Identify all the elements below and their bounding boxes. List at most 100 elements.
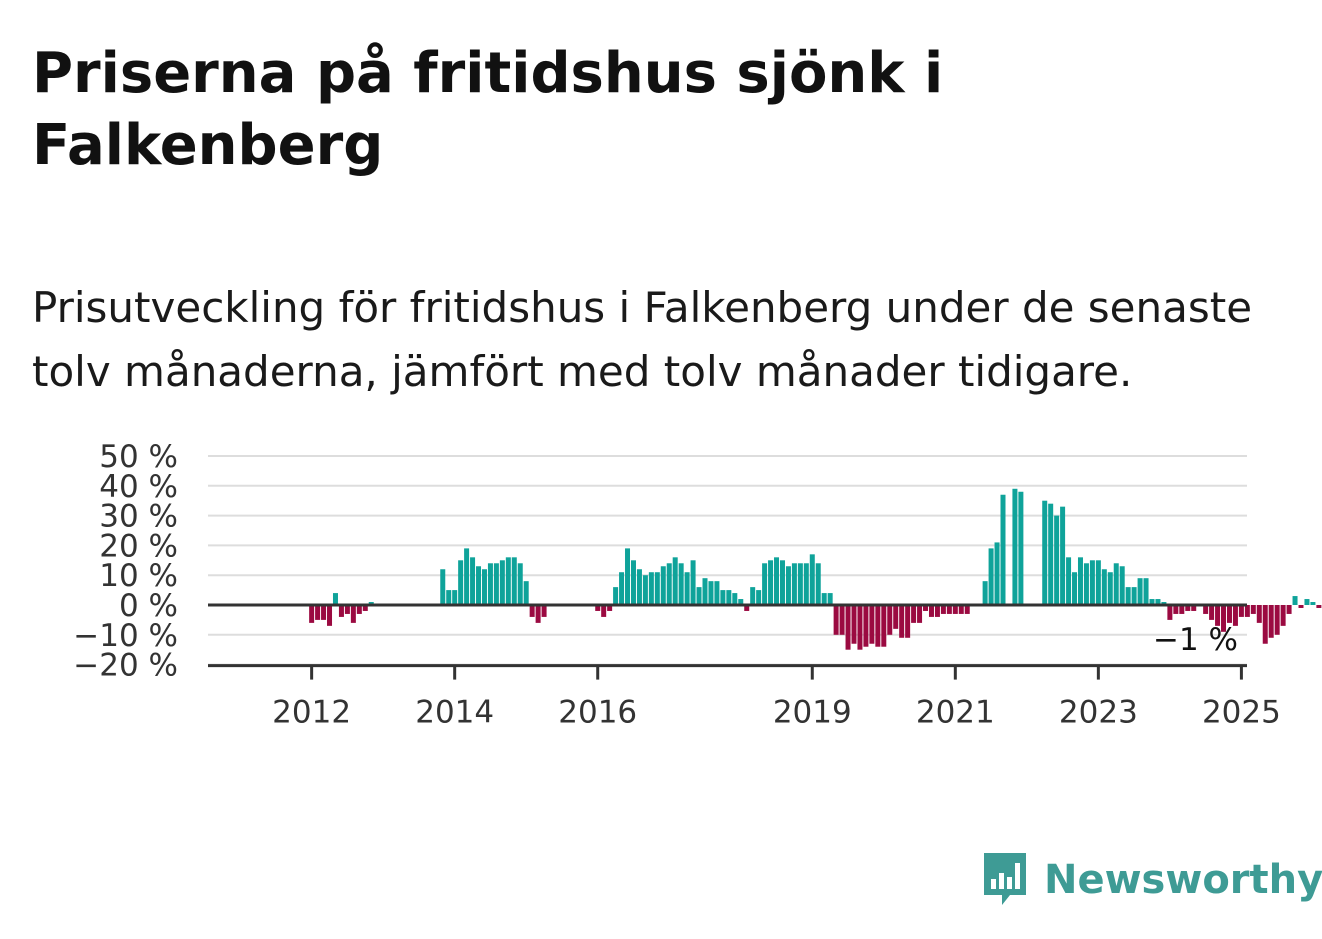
data-bar (642, 575, 648, 605)
data-bar (791, 563, 797, 605)
data-bar (452, 590, 458, 605)
data-bar (535, 605, 541, 623)
data-bar (702, 578, 708, 605)
data-bar (762, 563, 768, 605)
data-bar (1232, 605, 1238, 626)
data-bar (738, 599, 744, 605)
axes (208, 603, 1247, 680)
y-tick-label: 20 % (99, 528, 178, 564)
data-bar (517, 563, 523, 605)
data-bar (708, 581, 714, 605)
data-bar (362, 605, 368, 611)
data-bar (869, 605, 875, 644)
tick-labels: 50 %40 %30 %20 %10 %0 %−10 %−20 % 2012 201… (73, 439, 1281, 731)
data-bar (720, 590, 726, 605)
data-bar (875, 605, 881, 647)
data-bar (1125, 587, 1131, 605)
data-bar (1113, 563, 1119, 605)
data-bar (768, 560, 774, 605)
data-bar (672, 557, 678, 605)
data-bar (309, 605, 315, 623)
data-bar (1310, 602, 1316, 605)
x-tick-label: 2023 (1059, 695, 1138, 731)
data-bar (744, 605, 750, 611)
data-bar (493, 563, 499, 605)
data-bar (1274, 605, 1280, 635)
data-bar (1077, 557, 1083, 605)
bar-chart: 50 %40 %30 %20 %10 %0 %−10 %−20 % 2012 201… (73, 439, 1322, 731)
chart-subtitle: Prisutveckling för fritidshus i Falkenbe… (32, 283, 1253, 396)
data-bar (499, 560, 505, 605)
data-bar (505, 557, 511, 605)
data-bar (1095, 560, 1101, 605)
data-bar (1268, 605, 1274, 638)
data-bar (666, 563, 672, 605)
data-bar (732, 593, 738, 605)
data-bar (338, 605, 344, 617)
data-bar (1060, 506, 1066, 605)
data-bar (1238, 605, 1244, 617)
data-bar (1131, 587, 1137, 605)
data-bar (809, 554, 815, 605)
data-bar (946, 605, 952, 614)
data-bar (1072, 572, 1078, 605)
data-bar (1048, 503, 1054, 605)
data-bar (315, 605, 321, 620)
data-bar (1149, 599, 1155, 605)
data-bar (994, 542, 1000, 605)
data-bar (440, 569, 446, 605)
x-tick-label: 2014 (415, 695, 494, 731)
x-tick-label: 2012 (272, 695, 351, 731)
data-bar (1137, 578, 1143, 605)
data-bar (1107, 572, 1113, 605)
data-bar (958, 605, 964, 614)
data-bar (344, 605, 350, 614)
data-bar (529, 605, 535, 617)
data-bar (1226, 605, 1232, 623)
data-bar (940, 605, 946, 614)
data-bar (1298, 605, 1304, 608)
data-bar (821, 593, 827, 605)
data-bar (774, 557, 780, 605)
data-bar (1244, 605, 1250, 617)
data-bar (1221, 605, 1227, 632)
data-bar (1185, 605, 1191, 611)
data-bar (654, 572, 660, 605)
data-bar (613, 587, 619, 605)
x-tick-label: 2021 (916, 695, 995, 731)
data-bar (1143, 578, 1149, 605)
data-bar (1286, 605, 1292, 614)
data-bar (1000, 494, 1006, 605)
data-bar (541, 605, 547, 617)
data-bar (321, 605, 327, 620)
data-bar (1012, 488, 1018, 605)
data-bar (1173, 605, 1179, 614)
data-bar (982, 581, 988, 605)
chart-title: Priserna på fritidshus sjönk i Falkenber… (32, 41, 944, 178)
data-bar (696, 587, 702, 605)
data-bar (1191, 605, 1197, 611)
data-bar (857, 605, 863, 650)
data-bar (797, 563, 803, 605)
brand-name: Newsworthy (1044, 857, 1322, 903)
data-bar (714, 581, 720, 605)
data-bar (851, 605, 857, 644)
data-bar (476, 566, 482, 605)
data-bar (863, 605, 869, 647)
data-bar (1292, 596, 1298, 605)
data-bar (607, 605, 613, 611)
bars (309, 488, 1322, 650)
data-bar (630, 560, 636, 605)
newsworthy-logo: Newsworthy (980, 848, 1322, 912)
data-bar (917, 605, 923, 623)
data-bar (934, 605, 940, 617)
data-bar (1018, 491, 1024, 605)
data-bar (964, 605, 970, 614)
data-bar (636, 569, 642, 605)
data-bar (1280, 605, 1286, 626)
x-tick-label: 2019 (773, 695, 852, 731)
data-bar (1042, 500, 1048, 605)
data-bar (660, 566, 666, 605)
y-tick-label: 50 % (99, 439, 178, 475)
data-bar (839, 605, 845, 635)
